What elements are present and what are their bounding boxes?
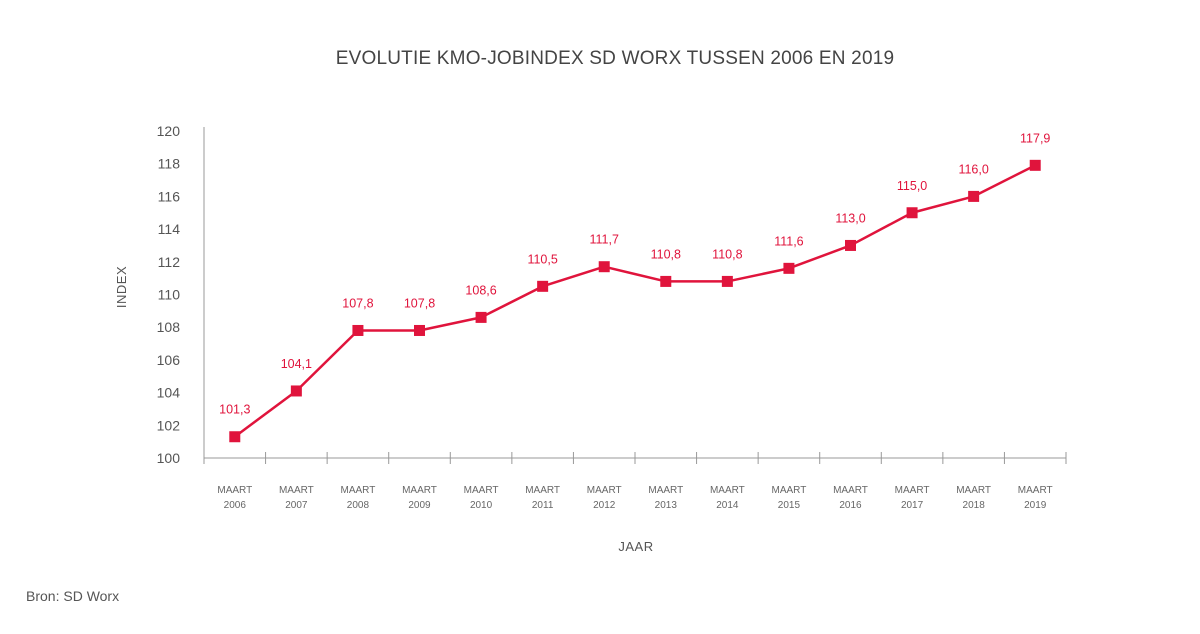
data-label: 110,8 [651, 247, 681, 261]
source-note: Bron: SD Worx [26, 588, 120, 604]
x-tick-label: 2014 [716, 500, 739, 511]
y-tick-label: 106 [157, 352, 181, 368]
data-label: 110,5 [527, 252, 557, 266]
data-label: 111,7 [589, 233, 618, 247]
x-tick-label: MAART [648, 485, 683, 496]
x-tick-label: 2015 [778, 500, 801, 511]
x-tick-label: MAART [587, 485, 622, 496]
x-tick-label: MAART [710, 485, 745, 496]
x-tick-label: 2010 [470, 500, 493, 511]
x-tick-label: 2011 [532, 500, 554, 511]
data-point [783, 262, 795, 274]
x-tick-label: MAART [1018, 485, 1053, 496]
chart-title: EVOLUTIE KMO-JOBINDEX SD WORX TUSSEN 200… [335, 48, 895, 69]
data-label: 111,6 [774, 234, 803, 248]
data-point [968, 190, 980, 202]
data-point [1029, 159, 1041, 171]
data-point [906, 207, 918, 219]
y-tick-label: 118 [158, 156, 181, 172]
data-label: 107,8 [342, 296, 373, 310]
x-tick-label: 2009 [408, 500, 431, 511]
data-point [845, 239, 856, 251]
data-series [229, 159, 1041, 443]
data-label: 101,3 [219, 403, 250, 417]
y-tick-label: 112 [158, 254, 181, 270]
data-label: 113,0 [835, 211, 865, 225]
data-point [721, 275, 733, 287]
x-tick-label: 2016 [839, 500, 862, 511]
x-tick-label: MAART [956, 485, 991, 496]
series-line [234, 164, 1036, 438]
x-tick-label: MAART [525, 485, 560, 496]
data-point [290, 385, 302, 397]
data-label: 104,1 [281, 357, 312, 371]
x-tick-label: MAART [833, 485, 868, 496]
y-tick-label: 110 [158, 287, 181, 303]
x-tick-label: MAART [341, 485, 376, 496]
data-point [352, 324, 364, 336]
data-label: 115,0 [897, 179, 927, 193]
x-tick-label: MAART [895, 485, 930, 496]
data-point [660, 275, 672, 287]
data-point [229, 431, 241, 443]
x-tick-label: 2018 [963, 500, 986, 511]
data-point [414, 324, 425, 336]
x-tick-label: 2007 [285, 500, 308, 511]
data-label: 116,0 [958, 162, 988, 176]
x-tick-label: 2017 [901, 500, 924, 511]
y-tick-label: 116 [158, 188, 181, 204]
x-tick-label: MAART [464, 485, 499, 496]
x-tick-label: MAART [279, 485, 314, 496]
y-tick-label: 100 [157, 450, 181, 466]
y-tick-label: 120 [157, 123, 181, 139]
data-point [537, 280, 549, 292]
y-tick-label: 104 [157, 385, 181, 401]
x-axis-title: JAAR [618, 539, 653, 554]
data-label: 117,9 [1020, 131, 1050, 145]
x-tick-label: MAART [402, 485, 437, 496]
data-point [475, 311, 487, 323]
y-axis-title: INDEX [114, 266, 129, 308]
x-tick-label: 2006 [224, 500, 247, 511]
data-labels: 101,3 104,1 107,8 107,8 108,6 110,5 111,7 110,8… [219, 131, 1050, 416]
x-axis-ticks: MAART 2006 MAART 2007 MAART 2008 MAART 2009 MAAR… [203, 452, 1067, 511]
y-axis-ticks: 100 102 104 106 108 110 112 114 116 118 120 [157, 123, 181, 466]
data-label: 110,8 [712, 247, 742, 261]
x-tick-label: 2013 [655, 500, 678, 511]
x-tick-label: 2019 [1024, 500, 1047, 511]
x-tick-label: 2012 [593, 500, 616, 511]
y-tick-label: 114 [158, 221, 181, 237]
y-tick-label: 108 [157, 319, 181, 335]
data-point [598, 261, 610, 273]
x-tick-label: 2008 [347, 500, 370, 511]
x-tick-label: MAART [772, 485, 807, 496]
chart-axes [203, 127, 1066, 459]
data-label: 108,6 [465, 283, 496, 297]
data-label: 107,8 [404, 296, 435, 310]
x-tick-label: MAART [217, 485, 252, 496]
y-tick-label: 102 [157, 417, 181, 433]
